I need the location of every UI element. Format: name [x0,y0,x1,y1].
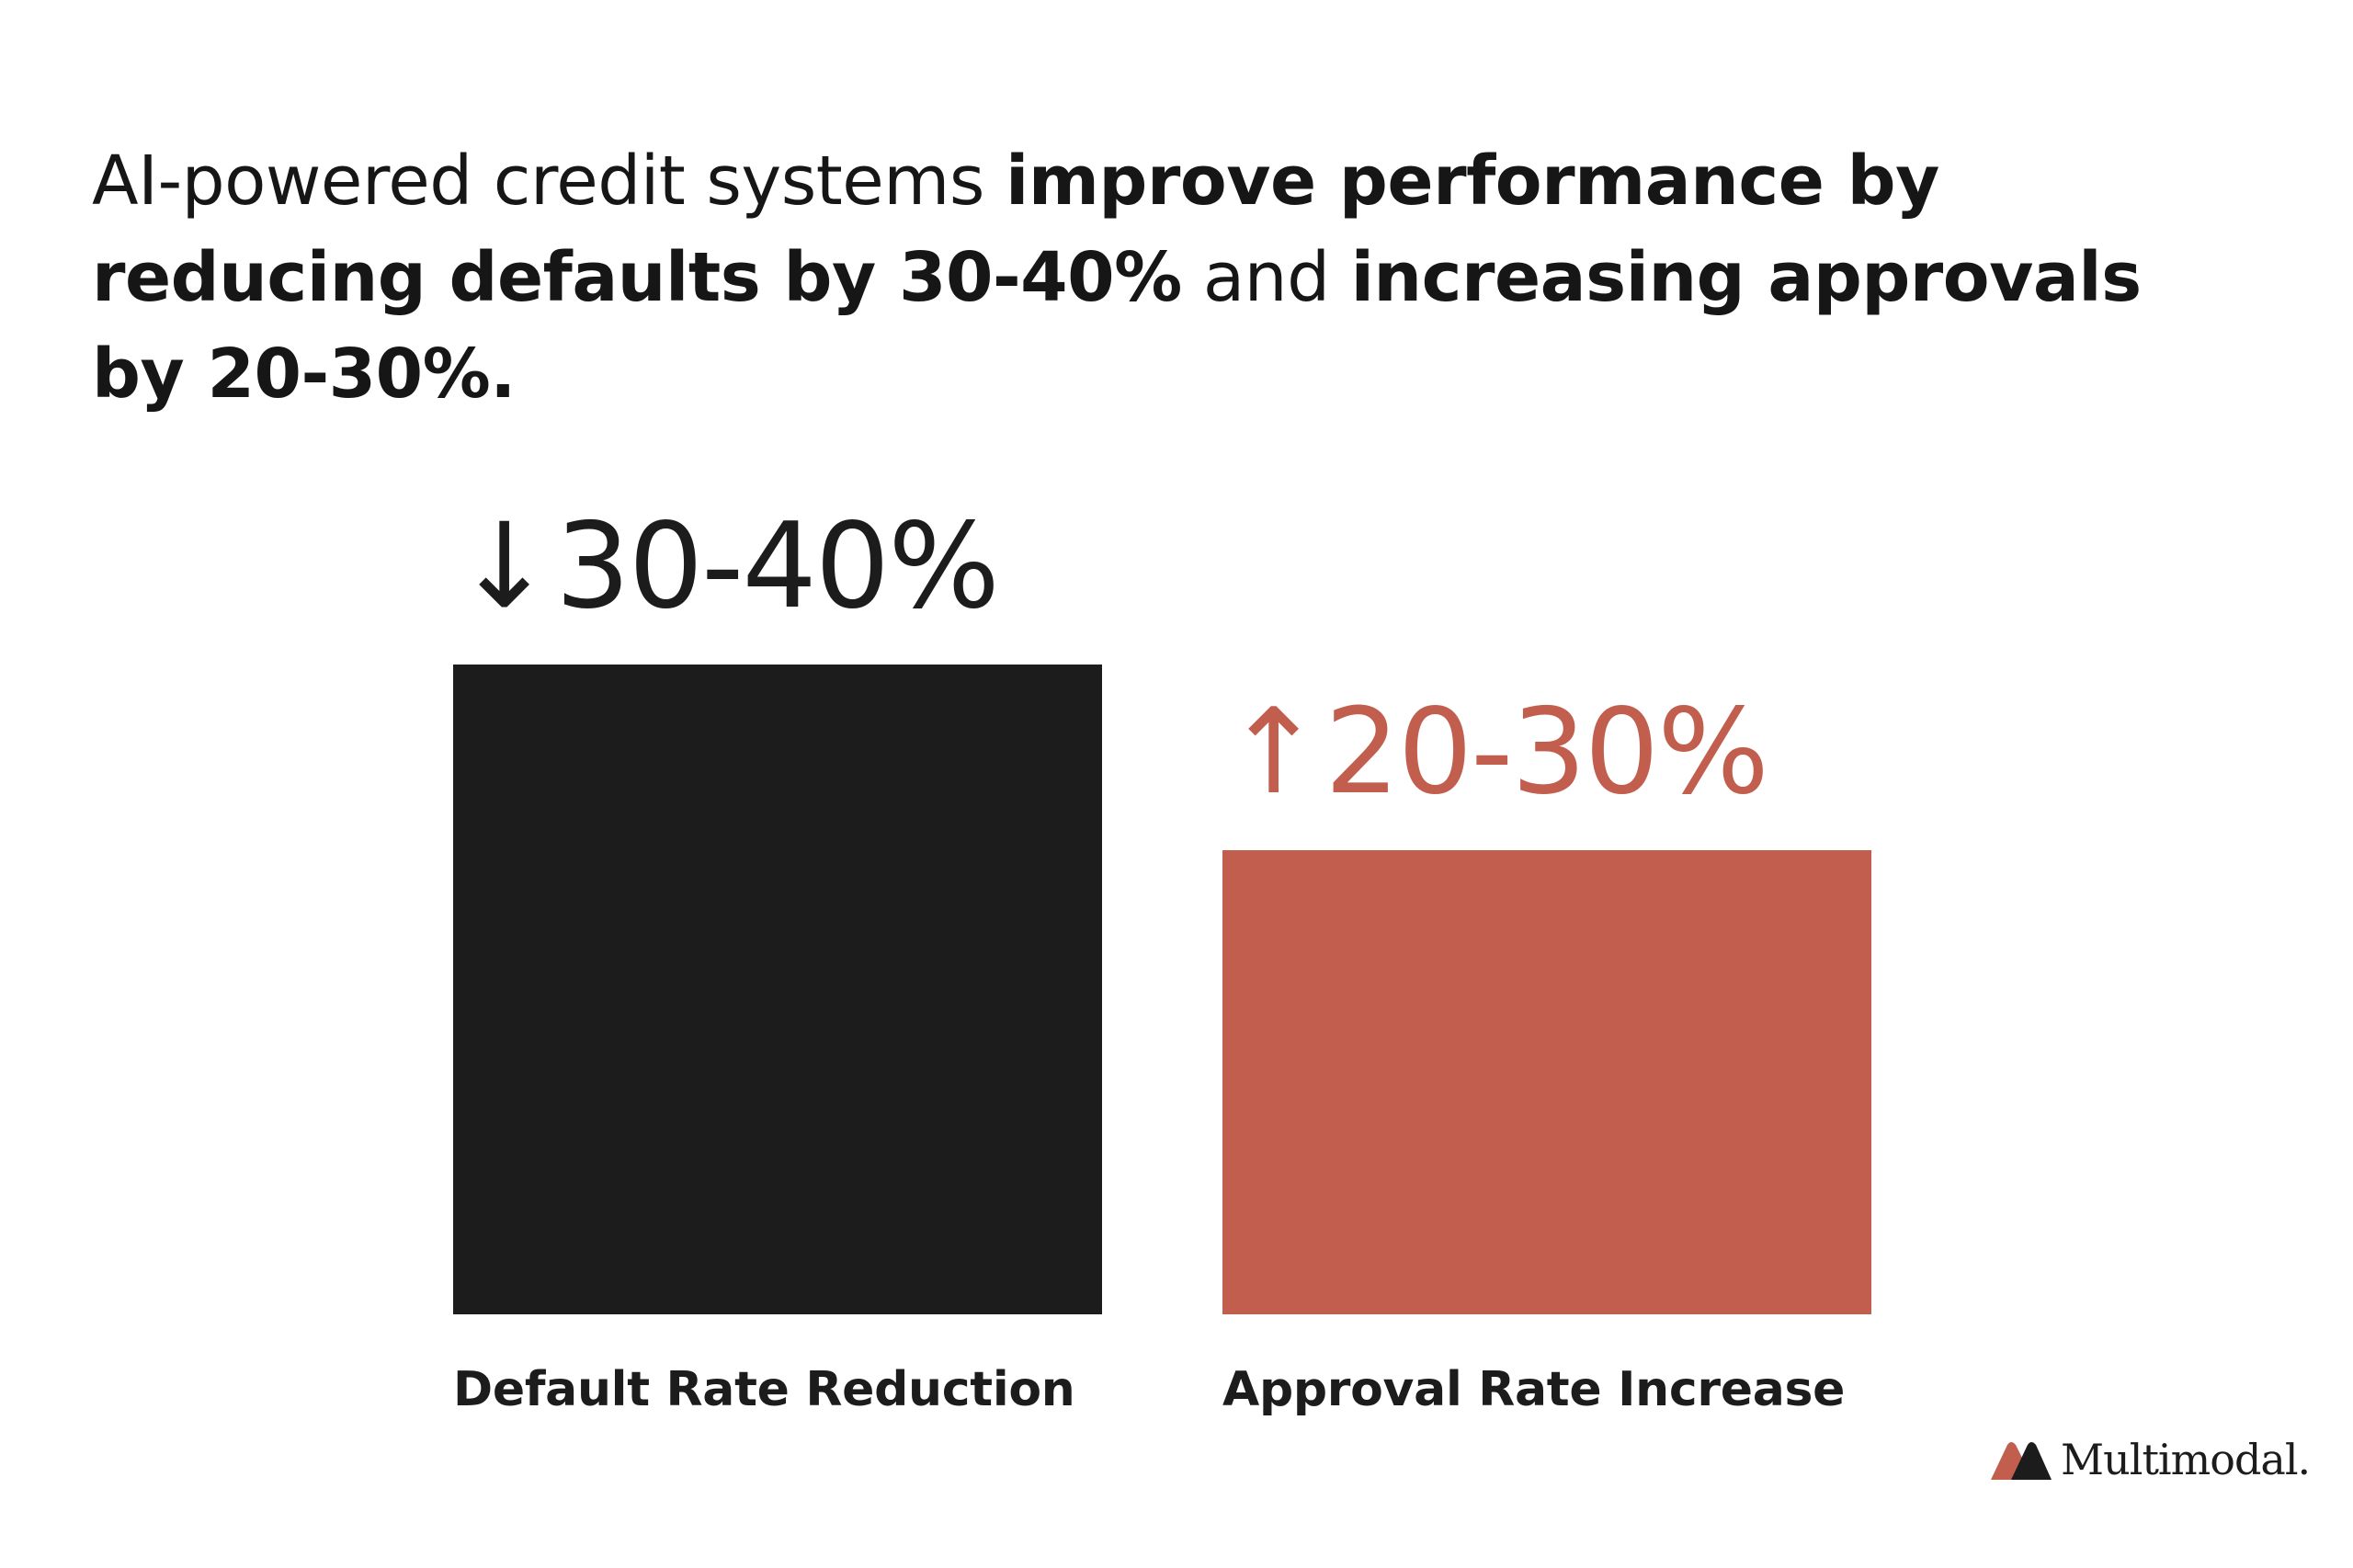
arrow-up-icon: ↑ [1224,684,1323,821]
bar-default-rate-reduction [453,665,1102,1314]
headline-part-1: AI-powered credit systems [92,142,1006,221]
multimodal-logo-icon [1991,1442,2052,1480]
brand-logo: Multimodal. [1987,1432,2311,1487]
value-label: ↓30-40% [455,498,1000,635]
brand-name: Multimodal. [2061,1435,2311,1484]
category-label: Default Rate Reduction [453,1362,1075,1417]
headline-part-2: and [1181,238,1351,317]
category-label: Approval Rate Increase [1222,1362,1846,1417]
headline-bold-1: improve performance by reducing defaults… [92,142,1939,317]
headline: AI-powered credit systems improve perfor… [92,133,2206,423]
bar-approval-rate-increase [1222,850,1871,1314]
value-text: 20-30% [1324,684,1769,821]
headline-bold-2: increasing approvals by 20-30%. [92,238,2142,414]
arrow-down-icon: ↓ [455,498,553,635]
value-text: 30-40% [555,498,1000,635]
value-label: ↑20-30% [1224,684,1769,821]
